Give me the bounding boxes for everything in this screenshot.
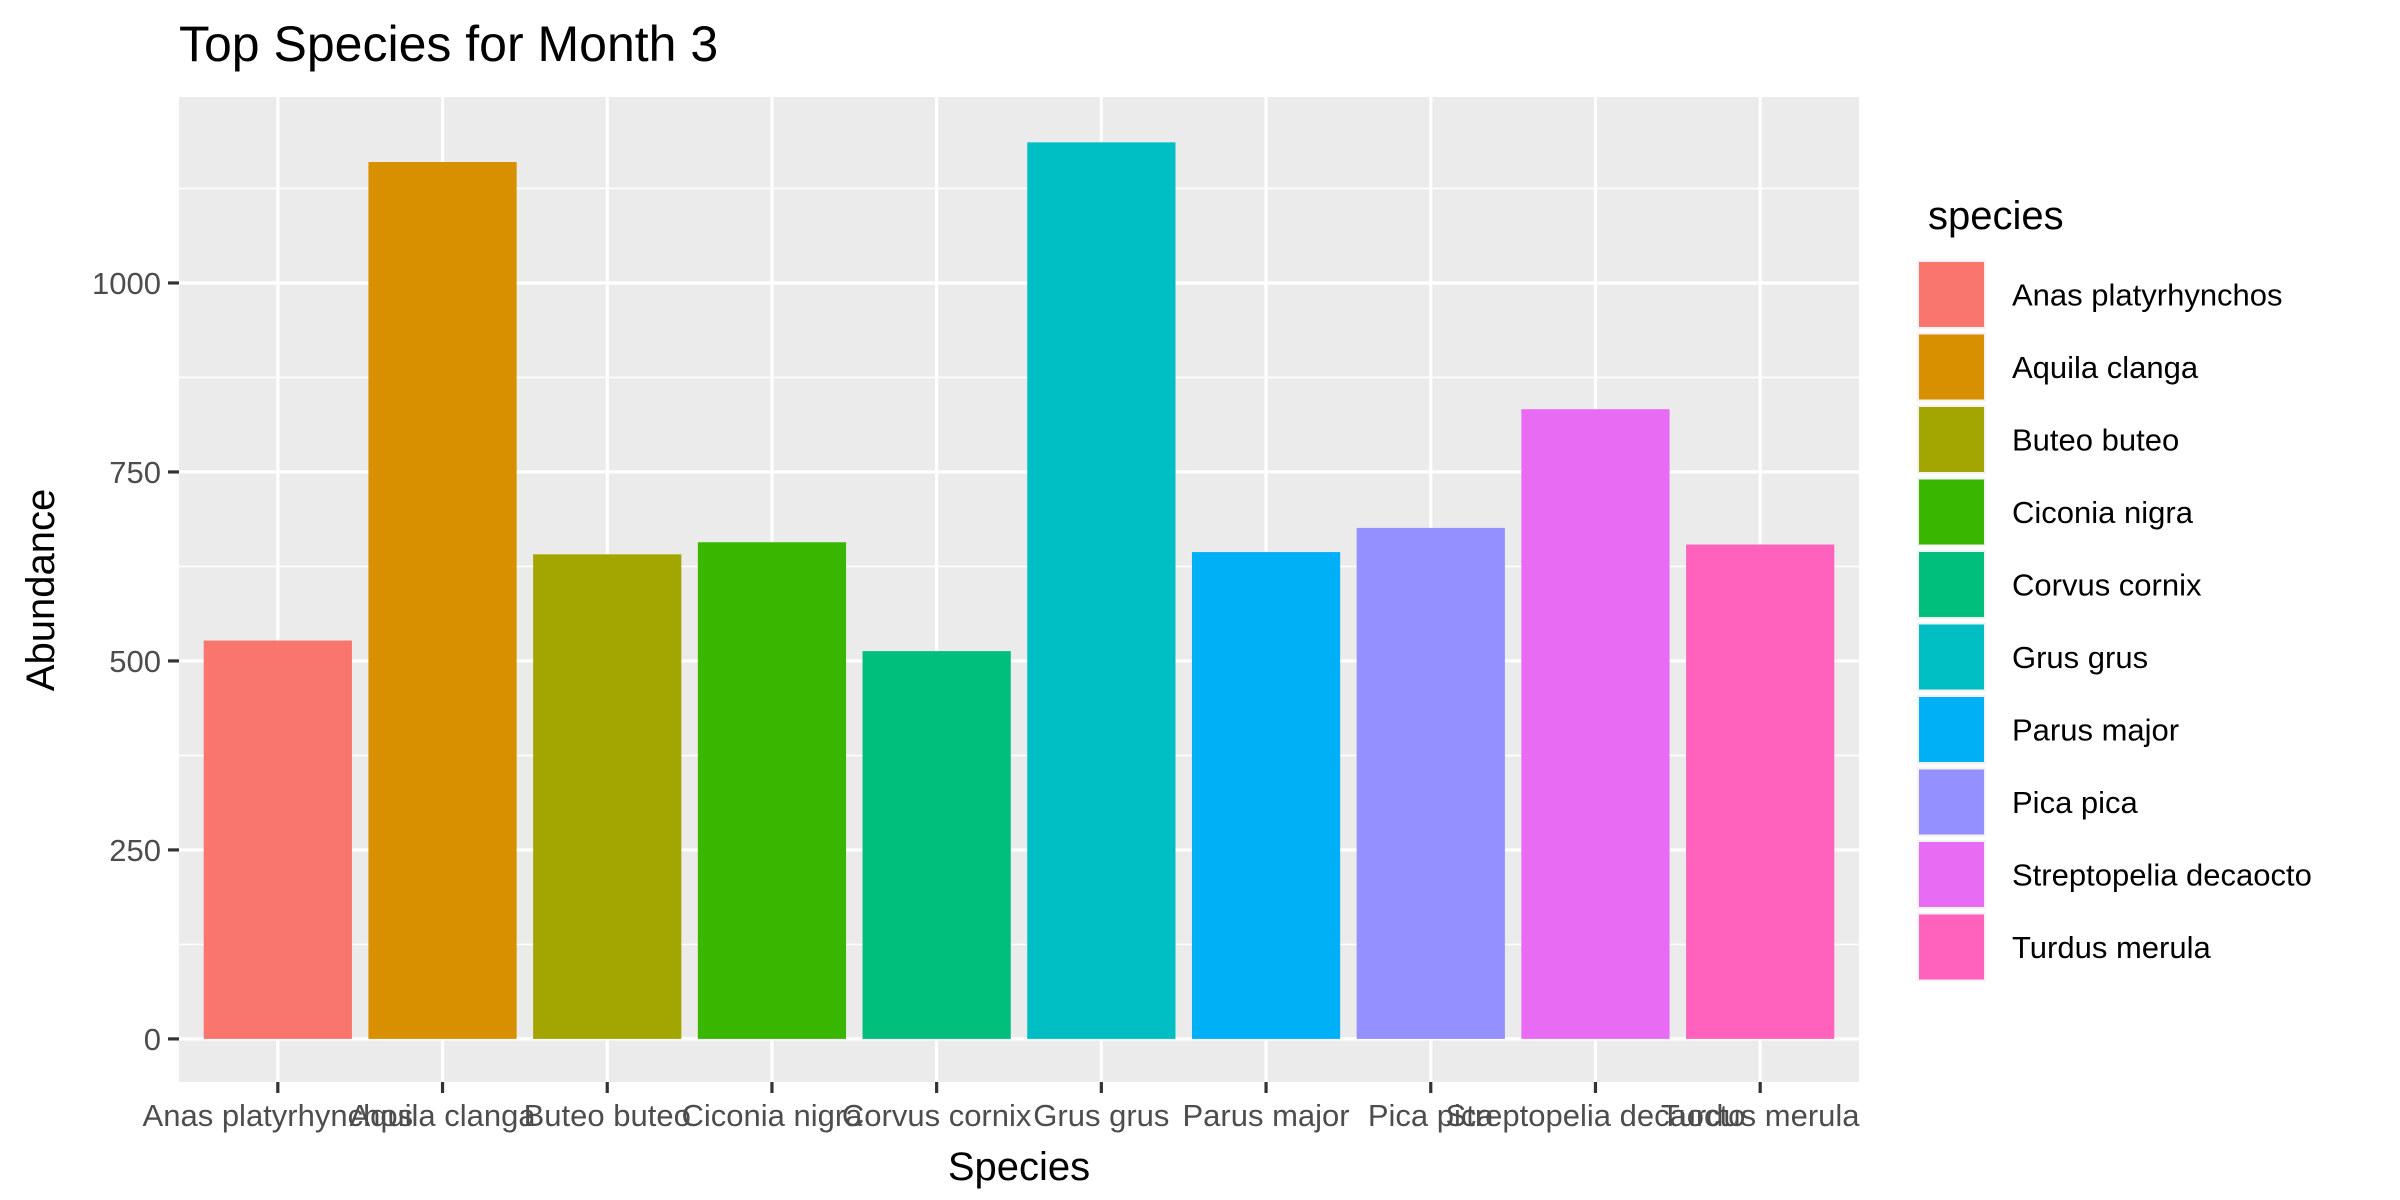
bar [533,554,682,1039]
bar [1027,142,1176,1039]
x-tick-label: Aquila clanga [349,1098,536,1133]
legend-label: Parus major [2012,713,2179,748]
y-tick-label: 1000 [92,266,161,301]
legend-label: Anas platyrhynchos [2012,278,2283,313]
bar [203,640,352,1039]
bar [1521,409,1670,1039]
x-tick-label: Ciconia nigra [681,1098,863,1133]
legend-label: Streptopelia decaocto [2012,858,2312,893]
y-tick-label: 750 [109,455,161,490]
legend-items: Anas platyrhynchos Aquila clanga Buteo but… [1917,260,2312,982]
legend-swatch [1919,914,1984,980]
bar [1191,552,1341,1039]
legend-label: Pica pica [2012,785,2139,820]
x-axis-title: Species [948,1145,1090,1189]
legend-swatch [1919,262,1984,327]
legend-label: Ciconia nigra [2012,495,2194,530]
y-tick-label: 0 [144,1022,161,1057]
x-tick-label: Buteo buteo [524,1098,691,1133]
bar [862,651,1011,1039]
legend-title: species [1928,194,2064,238]
legend-label: Buteo buteo [2012,423,2179,458]
legend-swatch [1919,769,1984,835]
legend-label: Corvus cornix [2012,568,2202,603]
bars [203,142,1835,1039]
x-tick-label: Parus major [1183,1098,1350,1133]
bar [1356,527,1505,1039]
bar [697,542,847,1039]
legend-swatch [1919,842,1984,907]
y-tick-label: 500 [109,644,161,679]
legend-label: Turdus merula [2012,930,2211,965]
y-tick-label: 250 [109,833,161,868]
y-axis: 0 250 500 750 1000 [92,266,179,1057]
legend: species Anas platyrhynchos Aquila clanga B… [1917,194,2312,982]
bar [1686,544,1835,1039]
x-tick-label: Turdus merula [1661,1098,1860,1133]
legend-label: Grus grus [2012,640,2148,675]
x-tick-label: Pica pica [1368,1098,1495,1133]
y-axis-title: Abundance [19,489,63,691]
x-tick-label: Grus grus [1033,1098,1169,1133]
x-tick-label: Corvus cornix [842,1098,1032,1133]
x-tick-label: Streptopelia decaocto [1446,1098,1746,1133]
bar [368,162,517,1039]
legend-label: Aquila clanga [2012,350,2199,385]
legend-swatch [1919,624,1984,690]
x-tick-label: Anas platyrhynchos [143,1098,414,1133]
chart-title: Top Species for Month 3 [179,16,718,72]
legend-swatch [1919,552,1984,617]
legend-swatch [1919,334,1984,400]
legend-swatch [1919,407,1984,472]
legend-swatch [1919,697,1984,762]
legend-swatch [1919,479,1984,545]
